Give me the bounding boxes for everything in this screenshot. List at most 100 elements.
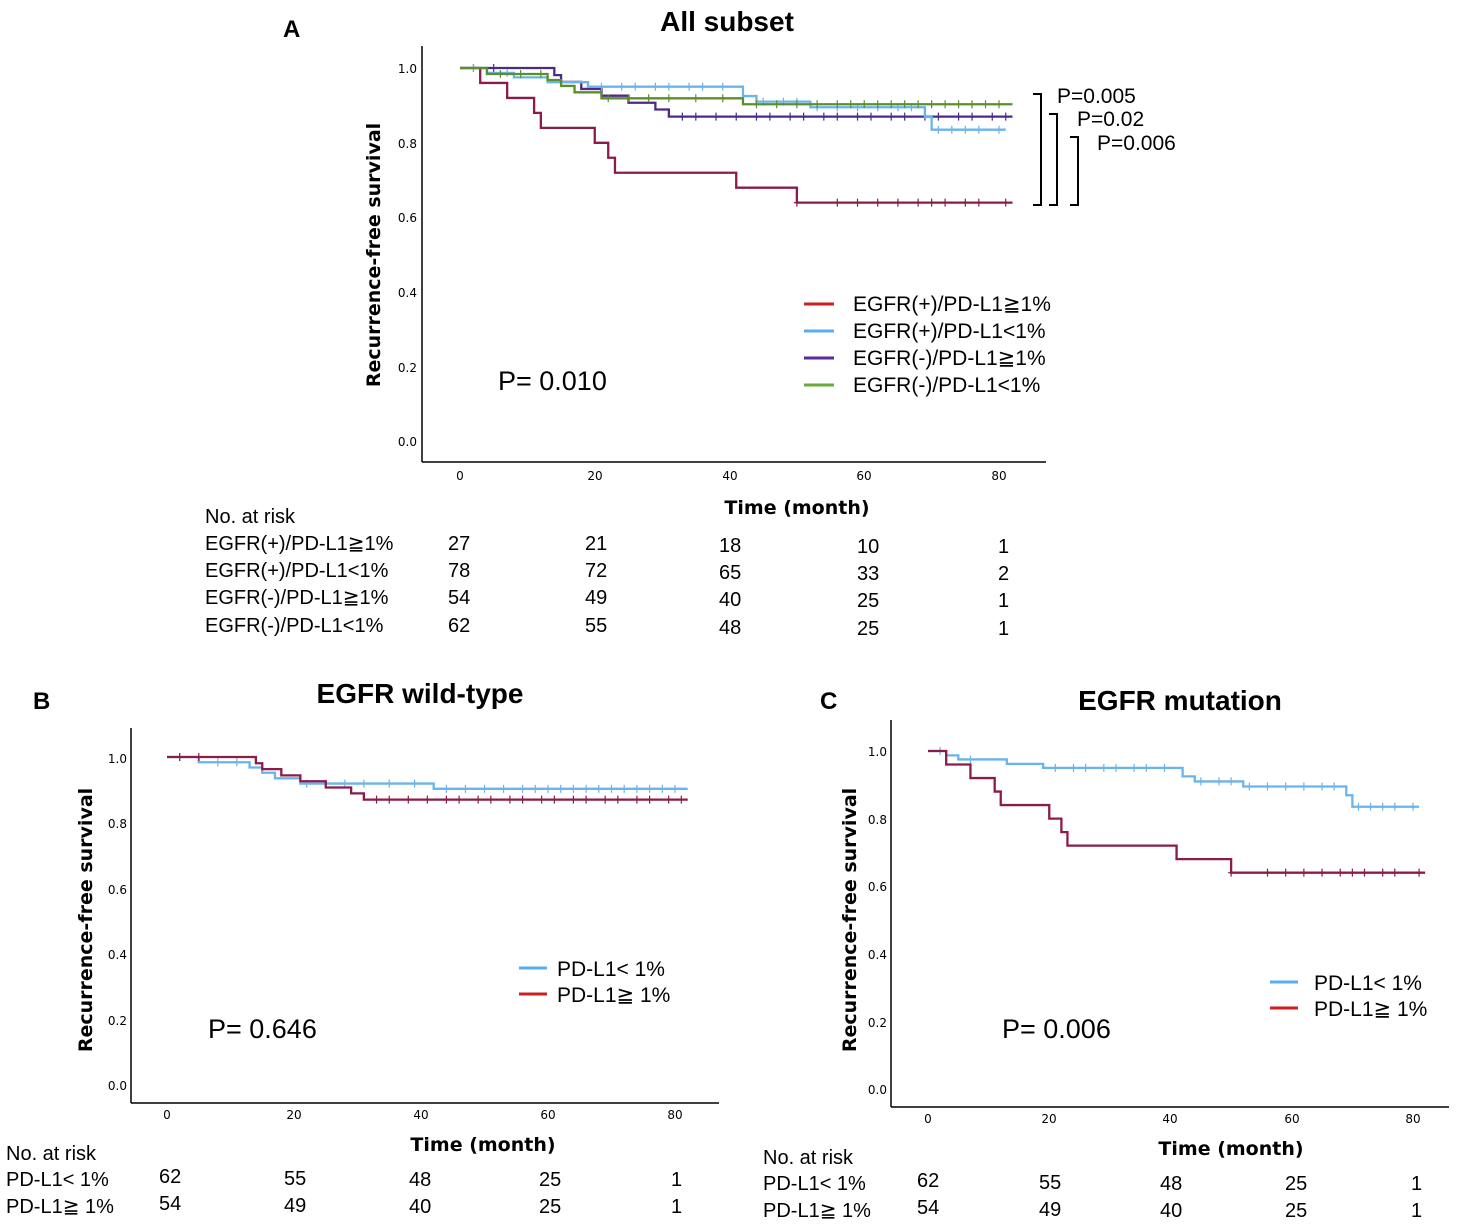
censor-mark xyxy=(1082,763,1089,772)
censor-mark xyxy=(605,94,612,103)
censor-mark xyxy=(497,69,504,78)
panel-a-plot-area xyxy=(460,64,1013,207)
risk-value: 25 xyxy=(539,1196,561,1218)
panel-c-risk-table: No. at risk PD-L1< 1% 62 55 48 25 1 PD-L… xyxy=(763,1147,1422,1222)
y-tick: 0.8 xyxy=(398,137,417,151)
panel-b-plot-area xyxy=(167,753,688,804)
panel-a-x-label: Time (month) xyxy=(724,497,869,519)
y-tick: 0.6 xyxy=(398,211,417,225)
x-tick: 40 xyxy=(722,469,737,483)
risk-value: 54 xyxy=(448,587,470,609)
y-tick: 0.6 xyxy=(868,880,887,894)
censor-mark xyxy=(1131,763,1138,772)
censor-mark xyxy=(583,784,590,793)
censor-mark xyxy=(679,112,686,121)
censor-mark xyxy=(874,198,881,207)
censor-mark xyxy=(538,795,545,804)
x-tick: 20 xyxy=(286,1108,301,1122)
censor-mark xyxy=(1100,763,1107,772)
risk-value: 72 xyxy=(585,560,607,582)
censor-mark xyxy=(595,784,602,793)
risk-row-label: EGFR(+)/PD-L1<1% xyxy=(205,560,389,582)
legend-label: PD-L1≧ 1% xyxy=(557,984,670,1007)
censor-mark xyxy=(475,795,482,804)
risk-value: 25 xyxy=(857,590,879,612)
censor-mark xyxy=(672,784,678,793)
censor-mark xyxy=(214,758,221,767)
censor-mark xyxy=(935,125,942,134)
legend-label: EGFR(+)/PD-L1≧1% xyxy=(853,293,1051,316)
censor-mark xyxy=(699,82,706,91)
censor-mark xyxy=(1228,868,1235,877)
censor-mark xyxy=(975,125,982,134)
censor-mark xyxy=(996,100,1002,109)
legend-label: EGFR(+)/PD-L1<1% xyxy=(853,320,1046,343)
legend-label: EGFR(-)/PD-L1<1% xyxy=(853,374,1040,397)
censor-mark xyxy=(233,758,240,767)
panel-a-overall-p: P= 0.010 xyxy=(498,366,607,396)
censor-mark xyxy=(955,100,962,109)
censor-mark xyxy=(1355,802,1362,811)
y-tick: 0.4 xyxy=(868,948,887,962)
risk-value: 49 xyxy=(585,587,607,609)
km-series-pd-l1-1 xyxy=(167,753,688,793)
censor-mark xyxy=(1161,763,1168,772)
censor-mark xyxy=(719,82,726,91)
risk-value: 48 xyxy=(1160,1173,1182,1195)
censor-mark xyxy=(386,795,393,804)
panel-c-x-label: Time (month) xyxy=(1158,1138,1303,1160)
km-curve xyxy=(928,749,1420,808)
censor-mark xyxy=(1228,777,1235,786)
pairwise-p-value: P=0.006 xyxy=(1097,132,1176,155)
censor-mark xyxy=(633,784,640,793)
panel-b-y-label: Recurrence-free survival xyxy=(75,788,97,1052)
x-tick: 60 xyxy=(856,469,871,483)
pairwise-p-value: P=0.02 xyxy=(1077,108,1144,131)
x-tick: 0 xyxy=(924,1112,932,1126)
censor-mark xyxy=(602,795,609,804)
censor-mark xyxy=(678,795,685,804)
censor-mark xyxy=(773,100,780,109)
panel-b-x-label: Time (month) xyxy=(410,1134,555,1156)
censor-mark xyxy=(1282,782,1289,791)
y-tick: 0.2 xyxy=(108,1014,127,1028)
censor-mark xyxy=(686,82,693,91)
risk-value: 49 xyxy=(284,1195,306,1217)
panel-c-y-label: Recurrence-free survival xyxy=(839,788,861,1052)
km-curve xyxy=(167,755,688,790)
km-series-egfr-pd-l1-1 xyxy=(460,64,1013,121)
censor-mark xyxy=(692,112,699,121)
km-curve xyxy=(460,66,1013,118)
risk-value: 25 xyxy=(1285,1200,1307,1222)
censor-mark xyxy=(888,112,895,121)
censor-mark xyxy=(1349,868,1356,877)
censor-mark xyxy=(1319,782,1326,791)
censor-mark xyxy=(962,125,969,134)
risk-row-label: PD-L1< 1% xyxy=(763,1173,866,1195)
censor-mark xyxy=(969,112,976,121)
risk-value: 25 xyxy=(539,1169,561,1191)
risk-table-header: No. at risk xyxy=(763,1147,854,1169)
censor-mark xyxy=(1300,868,1307,877)
km-curve xyxy=(167,755,688,801)
km-series-egfr-pd-l1-1 xyxy=(460,66,1013,207)
censor-mark xyxy=(625,94,632,103)
panel-a: A All subset 1.0 0.8 0.6 0.4 0.2 0.0 Rec… xyxy=(205,6,1176,640)
censor-mark xyxy=(411,779,418,788)
panel-a-pairwise-brackets: P=0.005 P=0.02 P=0.006 xyxy=(1033,85,1176,206)
x-tick: 40 xyxy=(1162,1112,1177,1126)
risk-value: 62 xyxy=(159,1166,181,1188)
x-tick: 40 xyxy=(413,1108,428,1122)
panel-b-legend: PD-L1< 1% PD-L1≧ 1% xyxy=(519,958,670,1007)
risk-value: 1 xyxy=(671,1169,682,1191)
censor-mark xyxy=(834,100,841,109)
censor-mark xyxy=(456,795,463,804)
risk-value: 27 xyxy=(448,533,470,555)
censor-mark xyxy=(967,755,974,764)
risk-value: 40 xyxy=(719,589,741,611)
panel-b-y-axis: 1.0 0.8 0.6 0.4 0.2 0.0 Recurrence-free … xyxy=(75,728,132,1103)
risk-row-label: EGFR(-)/PD-L1<1% xyxy=(205,615,384,637)
censor-mark xyxy=(874,100,881,109)
censor-mark xyxy=(901,112,908,121)
risk-value: 48 xyxy=(409,1169,431,1191)
